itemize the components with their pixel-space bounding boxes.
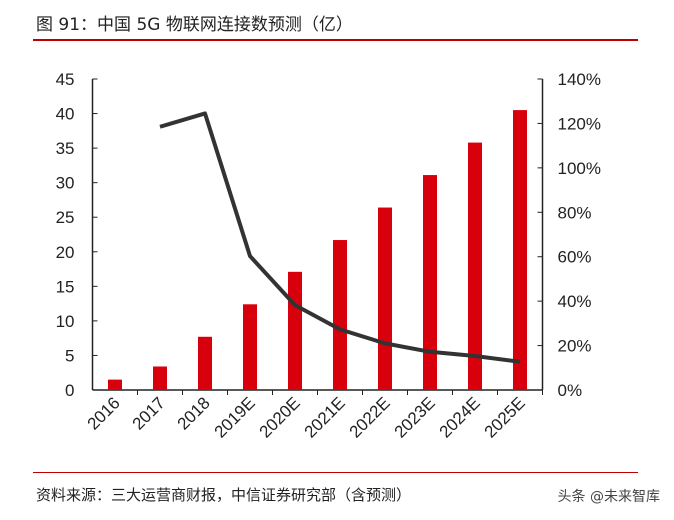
bar-2025E <box>513 110 527 390</box>
right-tick-label: 20% <box>558 337 592 356</box>
bar-2024E <box>468 142 482 390</box>
right-tick-label: 140% <box>558 70 601 89</box>
x-tick-label: 2021E <box>301 393 349 441</box>
x-tick-label: 2023E <box>391 393 439 441</box>
right-tick-label: 60% <box>558 248 592 267</box>
source-note: 资料来源：三大运营商财报，中信证券研究部（含预测） <box>36 486 412 504</box>
left-tick-label: 45 <box>56 70 75 89</box>
right-tick-label: 80% <box>558 203 592 222</box>
bar-2020E <box>288 271 302 390</box>
left-tick-label: 15 <box>56 277 75 296</box>
right-tick-label: 100% <box>558 159 601 178</box>
left-tick-label: 35 <box>56 139 75 158</box>
bar-2021E <box>333 240 347 390</box>
bar-2023E <box>423 175 437 390</box>
right-tick-label: 0% <box>558 381 583 400</box>
bar-2019E <box>243 304 257 390</box>
x-tick-label: 2022E <box>346 393 394 441</box>
left-tick-label: 5 <box>65 346 74 365</box>
watermark: 头条 @未来智库 <box>557 486 660 506</box>
left-tick-label: 40 <box>56 105 75 124</box>
chart-title: 图 91：中国 5G 物联网连接数预测（亿） <box>36 15 353 35</box>
bar-2018 <box>198 336 212 390</box>
source-divider <box>33 472 638 473</box>
title-divider <box>33 39 638 41</box>
x-tick-label: 2024E <box>436 393 484 441</box>
bar-2022E <box>378 207 392 390</box>
bar-2017 <box>153 366 167 390</box>
bar-2016 <box>108 379 122 390</box>
chart: 0 5 10 15 20 25 30 35 40 45 0% 20% 40% 60% 80% 100% 120%… <box>56 70 601 442</box>
x-tick-label: 2016 <box>84 393 124 433</box>
x-tick-label: 2019E <box>211 393 259 441</box>
right-tick-label: 40% <box>558 292 592 311</box>
right-tick-label: 120% <box>558 114 601 133</box>
x-tick-label: 2017 <box>129 393 169 433</box>
left-tick-label: 30 <box>56 174 75 193</box>
left-tick-label: 10 <box>56 312 75 331</box>
x-tick-label: 2018 <box>174 393 214 433</box>
left-tick-label: 0 <box>65 381 74 400</box>
x-tick-label: 2020E <box>256 393 304 441</box>
left-tick-label: 25 <box>56 208 75 227</box>
x-tick-label: 2025E <box>481 393 529 441</box>
left-tick-label: 20 <box>56 243 75 262</box>
